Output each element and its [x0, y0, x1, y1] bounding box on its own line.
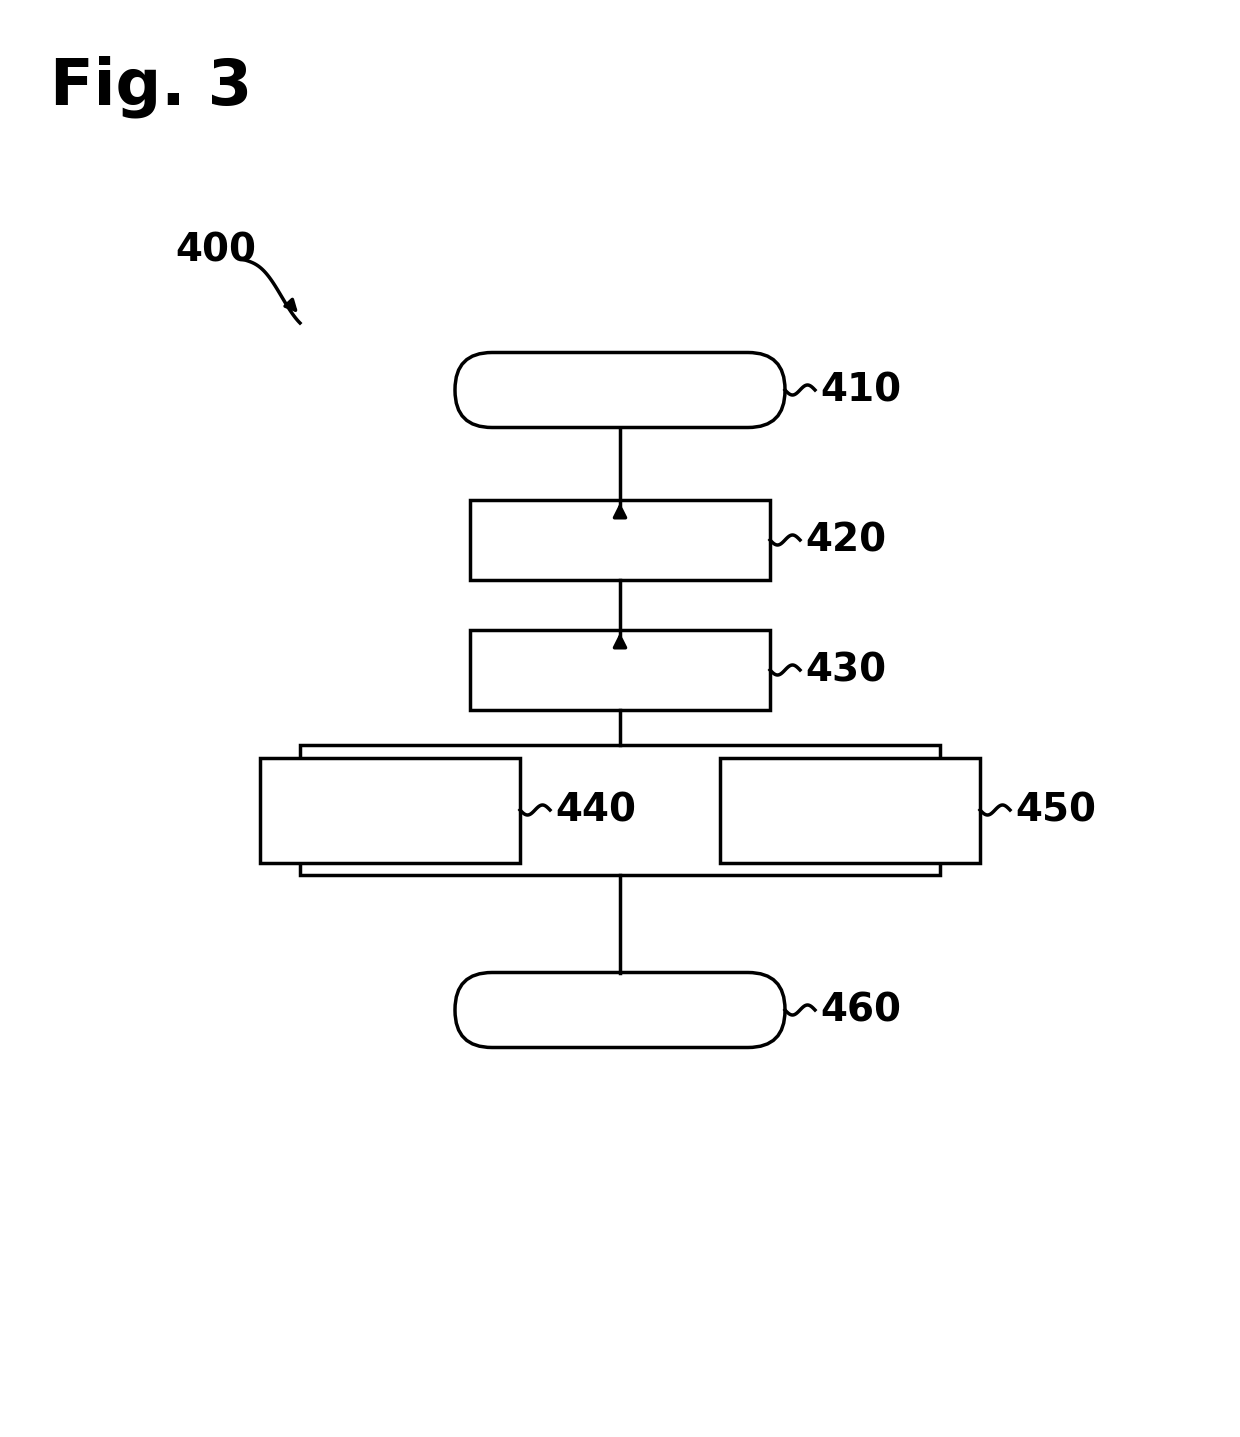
Text: 450: 450 — [1016, 790, 1096, 829]
Text: 430: 430 — [805, 651, 887, 688]
Text: 460: 460 — [820, 992, 901, 1029]
Text: 440: 440 — [556, 790, 636, 829]
Text: Fig. 3: Fig. 3 — [50, 55, 252, 118]
FancyBboxPatch shape — [455, 973, 785, 1048]
Text: 400: 400 — [175, 231, 255, 269]
Bar — [720, 757, 980, 862]
Bar — [300, 744, 940, 875]
FancyBboxPatch shape — [455, 352, 785, 427]
Bar — [470, 500, 770, 581]
Bar — [470, 629, 770, 710]
Text: 410: 410 — [820, 371, 901, 410]
Text: 420: 420 — [805, 522, 887, 559]
Bar — [260, 757, 520, 862]
